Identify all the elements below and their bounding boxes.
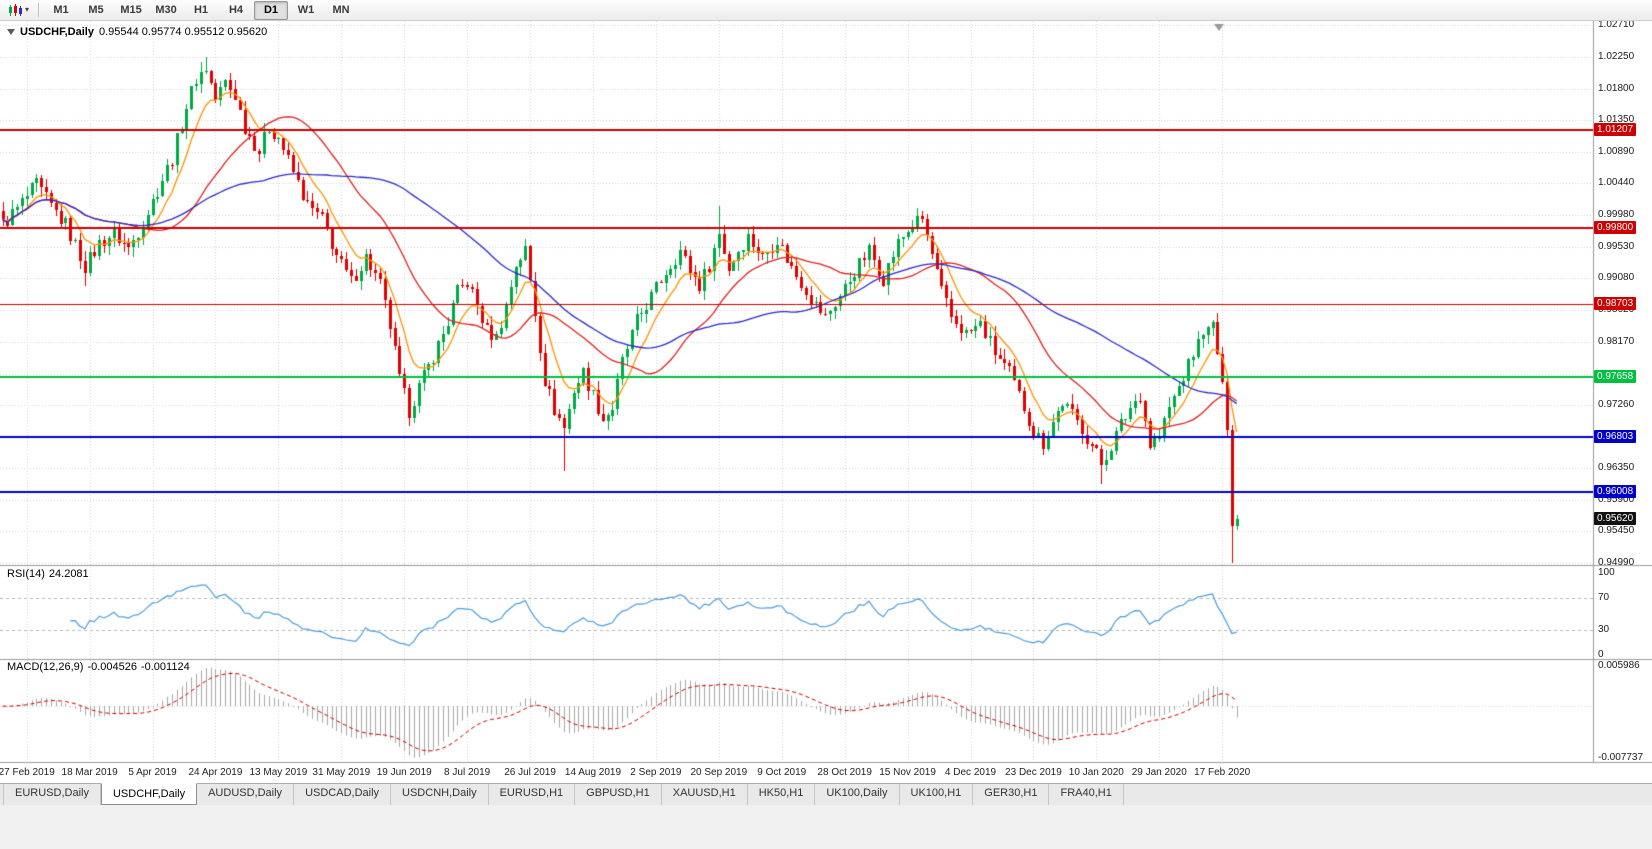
macd-main-value: -0.004526 [87, 661, 137, 673]
period-button-m1[interactable]: M1 [53, 4, 69, 16]
chart-window: USDCHF,Daily 0.95544 0.95774 0.95512 0.9… [0, 21, 1652, 783]
chart-tab-usdcnh-daily[interactable]: USDCNH,Daily [391, 784, 489, 805]
price-axis-label: 0.98170 [1598, 335, 1635, 347]
chart-type-button[interactable]: ▾ [4, 2, 33, 19]
price-axis-label: 1.00440 [1598, 177, 1635, 189]
period-button-m5[interactable]: M5 [88, 4, 104, 16]
rsi-scale-label: 100 [1598, 567, 1615, 578]
hline-price-badge: 0.96803 [1594, 429, 1637, 443]
chart-tab-uk100-h1[interactable]: UK100,H1 [900, 784, 974, 805]
chart-tab-bar: EURUSD,Daily USDCHF,Daily AUDUSD,Daily USDC… [0, 783, 1652, 805]
date-axis-label: 17 Feb 2020 [1194, 767, 1251, 778]
chart-tab-eurusd-h1[interactable]: EURUSD,H1 [489, 784, 576, 805]
date-axis-label: 15 Nov 2019 [879, 767, 936, 778]
hline-price-badge: 0.98703 [1594, 297, 1637, 311]
date-axis-label: 5 Apr 2019 [128, 767, 177, 778]
chart-tab-eurusd-daily[interactable]: EURUSD,Daily [3, 784, 101, 805]
chart-title: USDCHF,Daily 0.95544 0.95774 0.95512 0.9… [7, 26, 267, 38]
price-axis-label: 1.01800 [1598, 82, 1635, 94]
macd-scale-top-label: 0.005986 [1598, 660, 1640, 671]
period-button-h4[interactable]: H4 [228, 4, 244, 16]
period-button-d1[interactable]: D1 [254, 0, 289, 20]
date-axis-label: 9 Oct 2019 [757, 767, 807, 778]
price-axis-label: 0.95900 [1598, 493, 1635, 505]
date-axis-label: 4 Dec 2019 [944, 767, 997, 778]
current-price-badge: 0.95620 [1594, 512, 1637, 526]
period-button-m30[interactable]: M30 [155, 4, 177, 16]
rsi-indicator-label: RSI(14) 24.2081 [7, 568, 93, 580]
timeframe-toolbar: ▾ M1 M5 M15 M30 H1 H4 D1 W1 MN [0, 0, 1652, 21]
macd-scale-bottom-label: -0.007737 [1598, 752, 1644, 763]
price-axis-label: 1.01350 [1598, 114, 1635, 126]
price-axis-label: 0.99980 [1598, 209, 1635, 221]
date-axis-label: 10 Jan 2020 [1068, 767, 1124, 778]
date-axis-label: 24 Apr 2019 [188, 767, 243, 778]
hline-price-badge: 0.99800 [1594, 221, 1637, 234]
date-axis-label: 13 May 2019 [249, 767, 308, 778]
rsi-scale-label: 70 [1598, 591, 1610, 603]
price-axis-label: 0.97260 [1598, 398, 1635, 410]
chart-tab-fra40-h1[interactable]: FRA40,H1 [1049, 784, 1124, 805]
chart-tab-ger30-h1[interactable]: GER30,H1 [973, 784, 1050, 805]
chart-tab-uk100-daily[interactable]: UK100,Daily [815, 784, 900, 805]
date-axis-label: 26 Jul 2019 [504, 767, 556, 778]
period-button-mn[interactable]: MN [332, 4, 350, 16]
date-axis-label: 19 Jun 2019 [376, 767, 432, 778]
rsi-value: 24.2081 [48, 568, 89, 580]
macd-indicator-label: MACD(12,26,9) -0.004526 -0.001124 [7, 661, 194, 673]
date-axis-label: 8 Jul 2019 [444, 767, 491, 778]
date-axis-label: 14 Aug 2019 [564, 767, 622, 778]
date-axis-label: 23 Dec 2019 [1005, 767, 1062, 778]
hline-price-badge: 0.96008 [1594, 485, 1637, 499]
period-buttons-group: M1 M5 M15 M30 H1 H4 D1 W1 MN [44, 0, 358, 20]
date-axis-label: 29 Jan 2020 [1131, 767, 1187, 778]
chart-ohlc-values: 0.95544 0.95774 0.95512 0.95620 [98, 26, 268, 38]
price-axis-label: 0.94990 [1598, 556, 1635, 568]
price-axis-label: 0.96350 [1598, 462, 1635, 474]
price-axis-label: 1.00890 [1598, 146, 1635, 158]
price-chart-canvas[interactable] [0, 21, 1652, 783]
rsi-scale-label: 0 [1598, 649, 1604, 660]
price-axis-label: 0.99530 [1598, 240, 1635, 252]
price-axis-label: 1.02710 [1598, 21, 1635, 31]
chart-tab-audusd-daily[interactable]: AUDUSD,Daily [197, 784, 295, 805]
rsi-scale-label: 30 [1598, 624, 1610, 636]
chart-tab-gbpusd-h1[interactable]: GBPUSD,H1 [575, 784, 662, 805]
chart-tab-xauusd-h1[interactable]: XAUUSD,H1 [662, 784, 748, 805]
chart-tab-hk50-h1[interactable]: HK50,H1 [748, 784, 816, 805]
period-button-m15[interactable]: M15 [120, 4, 142, 16]
date-axis-label: 28 Oct 2019 [817, 767, 872, 778]
price-axis-label: 0.99080 [1598, 272, 1635, 284]
toolbar-separator [38, 3, 40, 17]
period-button-w1[interactable]: W1 [297, 4, 315, 16]
date-axis-label: 27 Feb 2019 [0, 767, 55, 778]
period-button-h1[interactable]: H1 [193, 4, 209, 16]
collapse-chart-icon[interactable] [7, 29, 15, 35]
price-axis-label: 1.02250 [1598, 51, 1635, 63]
date-axis-label: 2 Sep 2019 [630, 767, 682, 778]
dropdown-caret-icon: ▾ [25, 5, 30, 14]
candlestick-chart-icon [9, 3, 22, 16]
date-axis-label: 31 May 2019 [312, 767, 371, 778]
rsi-name: RSI(14) [7, 568, 45, 580]
hline-price-badge: 0.97658 [1594, 370, 1637, 384]
macd-name: MACD(12,26,9) [7, 661, 84, 673]
chart-tab-usdchf-daily[interactable]: USDCHF,Daily [100, 783, 198, 805]
chart-symbol-label: USDCHF,Daily [20, 26, 94, 38]
price-axis-label: 0.95450 [1598, 524, 1635, 536]
date-axis-label: 18 Mar 2019 [61, 767, 118, 778]
chart-tab-usdcad-daily[interactable]: USDCAD,Daily [294, 784, 392, 805]
hline-price-badge: 1.01207 [1594, 123, 1637, 137]
date-axis-label: 20 Sep 2019 [690, 767, 748, 778]
macd-signal-value: -0.001124 [140, 661, 190, 673]
